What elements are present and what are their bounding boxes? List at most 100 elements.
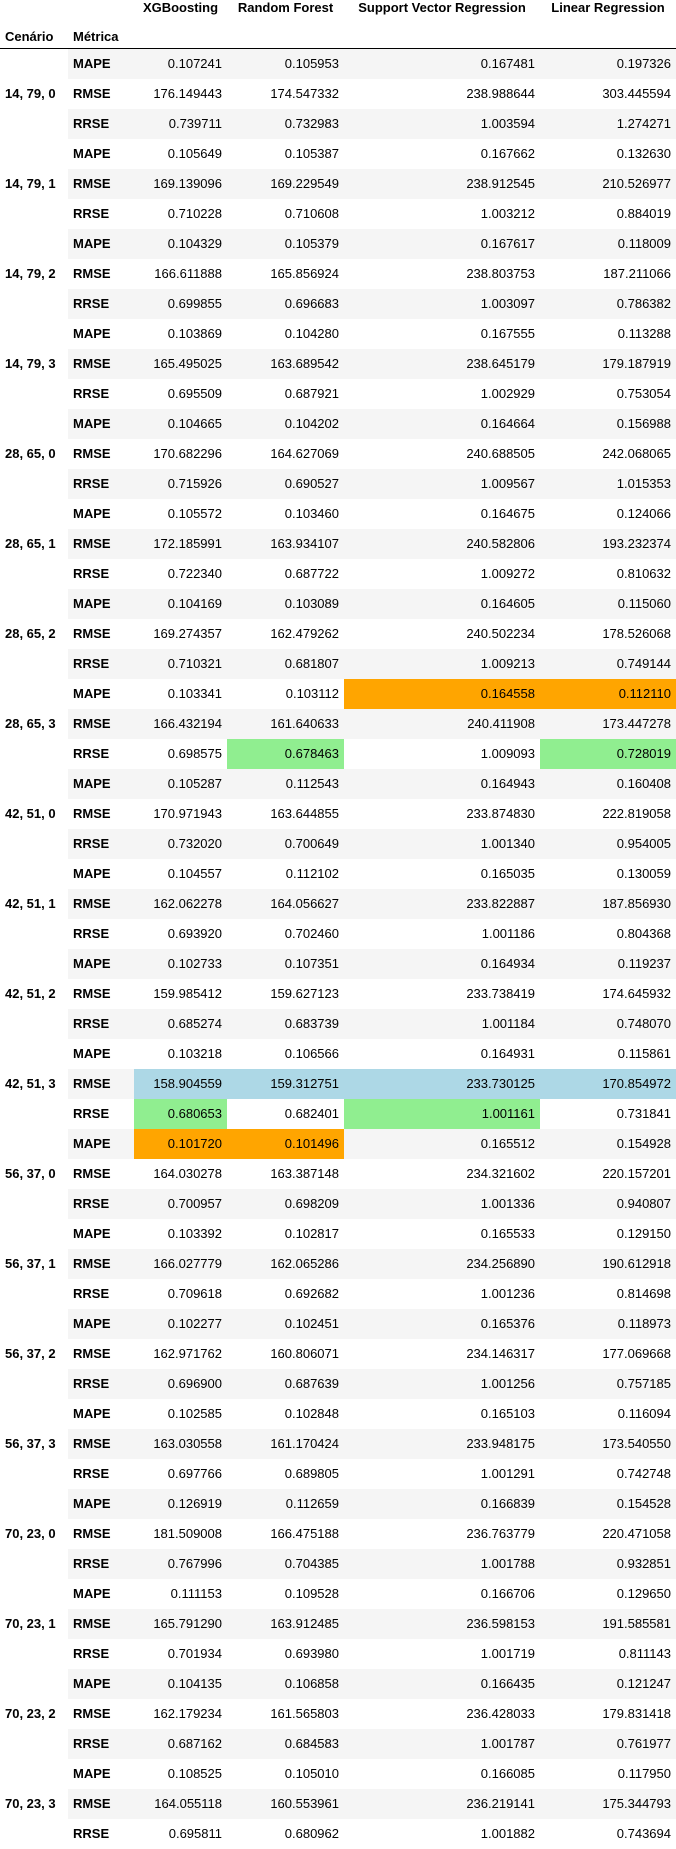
index-header-row: Cenário Métrica (0, 24, 676, 49)
value-cell: 179.187919 (540, 348, 676, 379)
scenario-label: 70, 23, 3 (0, 1758, 68, 1849)
value-cell: 159.312751 (227, 1068, 344, 1099)
table-row: 56, 37, 3 MAPE 0.102585 0.102848 0.165103 0.1… (0, 1398, 676, 1489)
metric-label: RMSE (68, 1428, 134, 1459)
value-cell: 0.678463 (227, 738, 344, 769)
value-cell: 0.105387 (284, 146, 339, 161)
metric-label: RRSE (73, 1646, 110, 1661)
column-header-svr: Support Vector Regression (358, 0, 526, 15)
value-cell: 164.055118 (134, 1788, 227, 1819)
value-cell: 0.102451 (227, 1308, 344, 1339)
value-cell: 0.687639 (227, 1368, 344, 1399)
metric-label: RMSE (68, 888, 134, 919)
value-cell: 0.124066 (616, 506, 671, 521)
table-row: RMSE 163.030558 161.170424 233.948175 173.54… (0, 1428, 676, 1459)
table-row: RRSE 0.696900 0.687639 1.001256 0.757185 (0, 1368, 676, 1399)
value-cell: 0.700957 (134, 1188, 227, 1219)
table-row: RMSE 164.055118 160.553961 236.219141 175.34… (0, 1788, 676, 1819)
table-row: 56, 37, 1 MAPE 0.103392 0.102817 0.165533 0.1… (0, 1218, 676, 1309)
value-cell: 0.811143 (618, 1646, 671, 1661)
metric-label: MAPE (73, 1406, 111, 1421)
value-cell: 0.160408 (540, 768, 676, 799)
metric-label: RMSE (68, 1788, 134, 1819)
value-cell: 0.105287 (134, 768, 227, 799)
metric-label: RMSE (68, 348, 134, 379)
value-cell: 0.167662 (480, 146, 535, 161)
value-cell: 0.112110 (540, 678, 676, 709)
value-cell: 0.687921 (284, 386, 339, 401)
value-cell: 0.702460 (284, 926, 339, 941)
value-cell: 0.107351 (227, 948, 344, 979)
column-header-random-forest: Random Forest (237, 0, 334, 15)
value-cell: 0.132630 (616, 146, 671, 161)
table-row: RMSE 162.971762 160.806071 234.146317 177.06… (0, 1339, 676, 1369)
metric-label: RRSE (68, 108, 134, 139)
value-cell: 163.934107 (227, 528, 344, 559)
value-cell: 170.682296 (153, 446, 222, 461)
table-row: 70, 23, 2 MAPE 0.104135 0.106858 0.166435 0.1… (0, 1668, 676, 1759)
value-cell: 187.856930 (540, 888, 676, 919)
metric-label: MAPE (68, 408, 134, 439)
scenario-label: 42, 51, 2 (0, 948, 68, 1039)
value-cell: 1.015353 (540, 468, 676, 499)
value-cell: 0.166706 (480, 1586, 535, 1601)
table-row: RRSE 0.732020 0.700649 1.001340 0.954005 (0, 828, 676, 859)
value-cell: 0.701934 (167, 1646, 222, 1661)
value-cell: 0.126919 (134, 1488, 227, 1519)
value-cell: 169.139096 (134, 168, 227, 199)
metric-label: RRSE (68, 1008, 134, 1039)
value-cell: 236.219141 (344, 1788, 540, 1819)
value-cell: 1.003097 (344, 288, 540, 319)
table-row: RMSE 169.139096 169.229549 238.912545 210.52… (0, 168, 676, 199)
value-cell: 0.732983 (227, 108, 344, 139)
value-cell: 164.030278 (153, 1166, 222, 1181)
value-cell: 174.547332 (270, 86, 339, 101)
value-cell: 0.689805 (284, 1466, 339, 1481)
metric-label: RRSE (68, 828, 134, 859)
metric-label: MAPE (68, 948, 134, 979)
value-cell: 160.806071 (270, 1346, 339, 1361)
metric-label: RRSE (68, 468, 134, 499)
value-cell: 0.106566 (284, 1046, 339, 1061)
value-cell: 1.009213 (344, 648, 540, 679)
value-cell: 0.115060 (540, 588, 676, 619)
value-cell: 0.167481 (344, 48, 540, 79)
value-cell: 0.112659 (227, 1488, 344, 1519)
value-cell: 1.001719 (480, 1646, 535, 1661)
value-cell: 0.165512 (344, 1128, 540, 1159)
scenario-label: 56, 37, 1 (0, 1218, 68, 1309)
table-row: 28, 65, 0 MAPE 0.104665 0.104202 0.164664 0.1… (0, 408, 676, 499)
value-cell: 163.030558 (134, 1428, 227, 1459)
value-cell: 0.698575 (167, 746, 222, 761)
table-row: RMSE 164.030278 163.387148 234.321602 220.15… (0, 1159, 676, 1189)
table-row: RRSE 0.680653 0.682401 1.001161 0.731841 (0, 1098, 676, 1129)
table-row: 56, 37, 2 MAPE 0.102277 0.102451 0.165376 0.1… (0, 1308, 676, 1399)
value-cell: 220.157201 (602, 1166, 671, 1181)
table-row: 56, 37, 0 MAPE 0.101720 0.101496 0.165512 0.1… (0, 1128, 676, 1219)
metric-label: RMSE (68, 1608, 134, 1639)
value-cell: 0.749144 (540, 648, 676, 679)
value-cell: 158.904559 (134, 1068, 227, 1099)
value-cell: 165.495025 (134, 348, 227, 379)
table-row: 42, 51, 1 MAPE 0.104557 0.112102 0.165035 0.1… (0, 858, 676, 949)
value-cell: 181.509008 (153, 1526, 222, 1541)
value-cell: 0.696900 (134, 1368, 227, 1399)
value-cell: 0.700649 (227, 828, 344, 859)
metric-label: RMSE (73, 266, 111, 281)
value-cell: 163.644855 (270, 806, 339, 821)
scenario-label: 14, 79, 0 (0, 48, 68, 139)
value-cell: 174.645932 (602, 986, 671, 1001)
value-cell: 234.146317 (466, 1346, 535, 1361)
value-cell: 0.682401 (284, 1106, 339, 1121)
scenario-label: 56, 37, 3 (0, 1398, 68, 1489)
table-row: RRSE 0.695811 0.680962 1.001882 0.743694 (0, 1819, 676, 1849)
value-cell: 162.065286 (227, 1248, 344, 1279)
header-blank (540, 24, 676, 49)
scenario-label: 70, 23, 0 (0, 1488, 68, 1579)
table-row: RMSE 170.682296 164.627069 240.688505 242.06… (0, 439, 676, 469)
value-cell: 0.687722 (284, 566, 339, 581)
value-cell: 240.502234 (466, 626, 535, 641)
metric-label: MAPE (73, 506, 111, 521)
value-cell: 0.680653 (134, 1098, 227, 1129)
